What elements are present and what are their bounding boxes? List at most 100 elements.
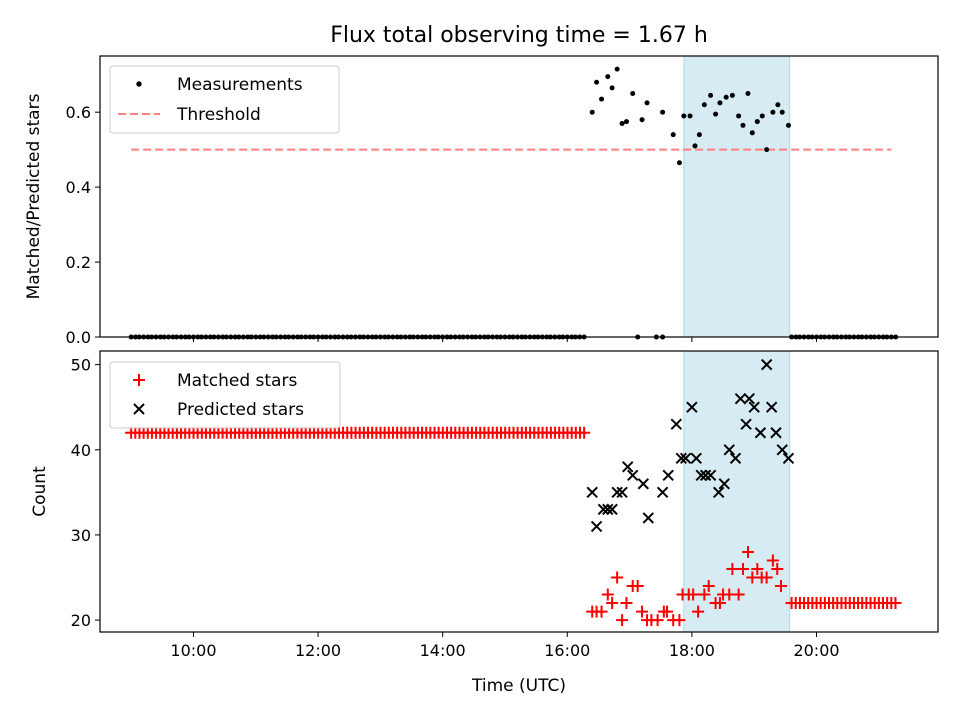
predicted-star-point: [586, 486, 598, 499]
x-tick-label: 20:00: [793, 641, 839, 660]
measurement-point: [696, 132, 702, 138]
bottom-y-tick-label: 20: [71, 611, 91, 630]
predicted-star-point: [734, 392, 747, 405]
measurement-point: [605, 74, 611, 80]
legend-measurements-label: Measurements: [177, 75, 303, 95]
measurement-point: [681, 113, 687, 119]
top-y-tick-label: 0.0: [66, 328, 91, 347]
matched-star-point: [751, 562, 764, 575]
predicted-star-point: [656, 486, 669, 499]
measurement-point: [630, 90, 636, 96]
measurement-point: [749, 130, 755, 136]
predicted-star-point: [760, 358, 773, 371]
measurement-point: [599, 96, 605, 102]
measurement-point: [729, 92, 735, 98]
matched-star-point: [578, 426, 591, 439]
top-legend: Measurements Threshold: [109, 65, 340, 134]
measurement-point: [770, 109, 776, 115]
predicted-star-point: [712, 486, 725, 499]
measurement-point: [708, 92, 714, 98]
measurement-point: [717, 100, 723, 106]
measurement-point: [701, 102, 707, 108]
predicted-star-point: [662, 469, 674, 482]
legend-matched-label: Matched stars: [177, 371, 297, 391]
measurement-point: [589, 109, 595, 115]
legend-matched-marker: [133, 374, 145, 386]
predicted-star-point: [723, 444, 735, 456]
x-tick-label: 14:00: [420, 641, 466, 660]
predicted-star-point: [782, 452, 795, 464]
predicted-star-point: [602, 503, 614, 516]
legend-predicted-label: Predicted stars: [177, 400, 304, 420]
matched-star-point: [692, 605, 705, 618]
measurement-point: [692, 143, 698, 149]
matched-star-point: [774, 580, 787, 593]
matched-star-point: [651, 614, 664, 627]
matched-star-point: [732, 588, 745, 601]
chart-title: Flux total observing time = 1.67 h: [330, 23, 708, 48]
bottom-panel: 10:00 12:00 14:00 16:00 18:00 20:00 20 30 40 50 C…: [30, 350, 939, 696]
matched-star-point: [601, 588, 614, 601]
matched-star-point: [673, 614, 686, 627]
matched-star-point: [660, 605, 673, 618]
measurement-point: [614, 66, 620, 72]
predicted-star-point: [690, 452, 702, 464]
predicted-star-point: [695, 469, 707, 482]
measurement-point: [759, 113, 765, 119]
matched-star-point: [713, 597, 726, 610]
measurement-point: [594, 79, 600, 85]
predicted-star-point: [616, 486, 628, 499]
predicted-star-point: [626, 469, 639, 482]
predicted-star-point: [686, 401, 698, 413]
x-axis-label: Time (UTC): [471, 676, 566, 696]
top-y-tick-label: 0.2: [66, 253, 91, 272]
legend-threshold-label: Threshold: [176, 105, 261, 125]
top-panel-frame: [99, 55, 939, 338]
predicted-star-point: [770, 427, 782, 439]
predicted-star-point: [776, 444, 788, 456]
matched-star-point: [741, 545, 754, 558]
x-tick-label: 12:00: [295, 641, 341, 660]
matched-star-point: [616, 614, 629, 627]
measurement-point: [785, 122, 791, 128]
top-panel: 0.0 0.2 0.4 0.6 Matched/Predicted stars Mea…: [24, 55, 939, 347]
x-tick-label: 18:00: [669, 641, 715, 660]
measurement-point: [779, 109, 785, 115]
predicted-star-point: [748, 401, 760, 413]
predicted-star-point: [611, 486, 623, 499]
top-legend-box: [109, 65, 340, 134]
matched-star-point: [687, 588, 700, 601]
top-y-axis-label: Matched/Predicted stars: [24, 93, 44, 299]
bottom-y-tick-label: 30: [71, 526, 91, 545]
matched-star-point: [631, 580, 644, 593]
matched-star-point: [889, 597, 902, 610]
measurement-point: [609, 85, 615, 91]
measurement-point: [745, 90, 751, 96]
measurement-point: [736, 113, 742, 119]
matched-star-point: [606, 597, 619, 610]
measurement-point: [644, 100, 650, 106]
matched-star-point: [726, 562, 739, 575]
measurement-point: [639, 117, 645, 123]
x-tick-label: 16:00: [544, 641, 590, 660]
predicted-star-point: [718, 478, 731, 490]
measurement-point: [775, 102, 781, 108]
measurement-point: [676, 160, 682, 166]
top-shaded-span: [683, 55, 791, 338]
predicted-star-point: [740, 418, 752, 430]
measurement-point: [660, 109, 666, 115]
matched-star-point: [620, 597, 633, 610]
bottom-y-axis-label: Count: [30, 466, 50, 517]
matched-star-point: [595, 605, 608, 618]
measurement-point: [687, 113, 693, 119]
predicted-star-point: [765, 401, 778, 413]
predicted-star-point: [729, 452, 742, 464]
predicted-star-point: [679, 452, 692, 464]
predicted-star-point: [606, 503, 618, 516]
matched-star-point: [611, 571, 624, 584]
top-y-tick-label: 0.4: [66, 178, 91, 197]
measurement-point: [740, 122, 746, 128]
matched-star-point: [736, 562, 749, 575]
predicted-star-point: [743, 392, 755, 405]
